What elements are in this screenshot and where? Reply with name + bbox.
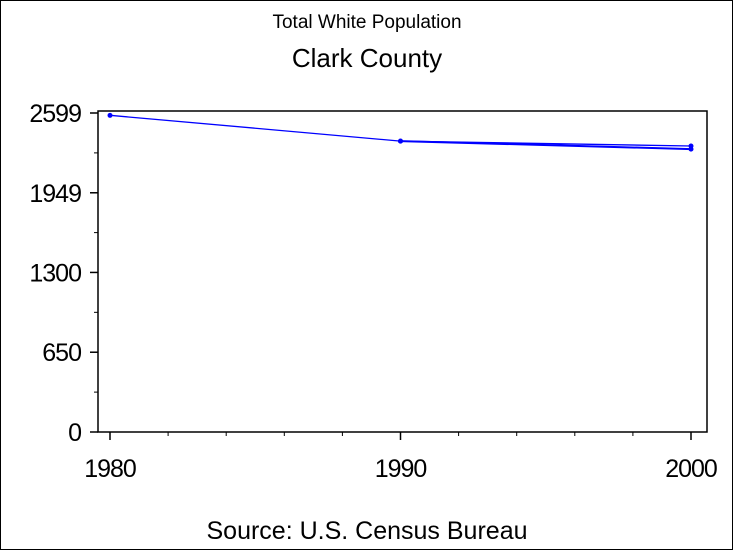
y-tick-label: 0 (68, 419, 81, 447)
y-tick-label: 1300 (29, 259, 81, 287)
x-tick-label: 2000 (665, 455, 717, 483)
x-tick-label: 1980 (84, 455, 136, 483)
series-line (400, 140, 692, 151)
data-point (688, 146, 694, 152)
chart-subtitle: Clark County (292, 43, 442, 73)
chart-title: Total White Population (272, 12, 461, 33)
y-tick-label: 1949 (29, 180, 81, 208)
chart-footnote: Source: U.S. Census Bureau (207, 517, 528, 545)
data-point (398, 138, 403, 144)
y-tick-label: 2599 (29, 100, 81, 128)
x-tick-label: 1990 (375, 455, 427, 483)
y-tick-label: 650 (42, 339, 81, 367)
data-point (107, 112, 113, 118)
plot-frame (97, 110, 708, 433)
